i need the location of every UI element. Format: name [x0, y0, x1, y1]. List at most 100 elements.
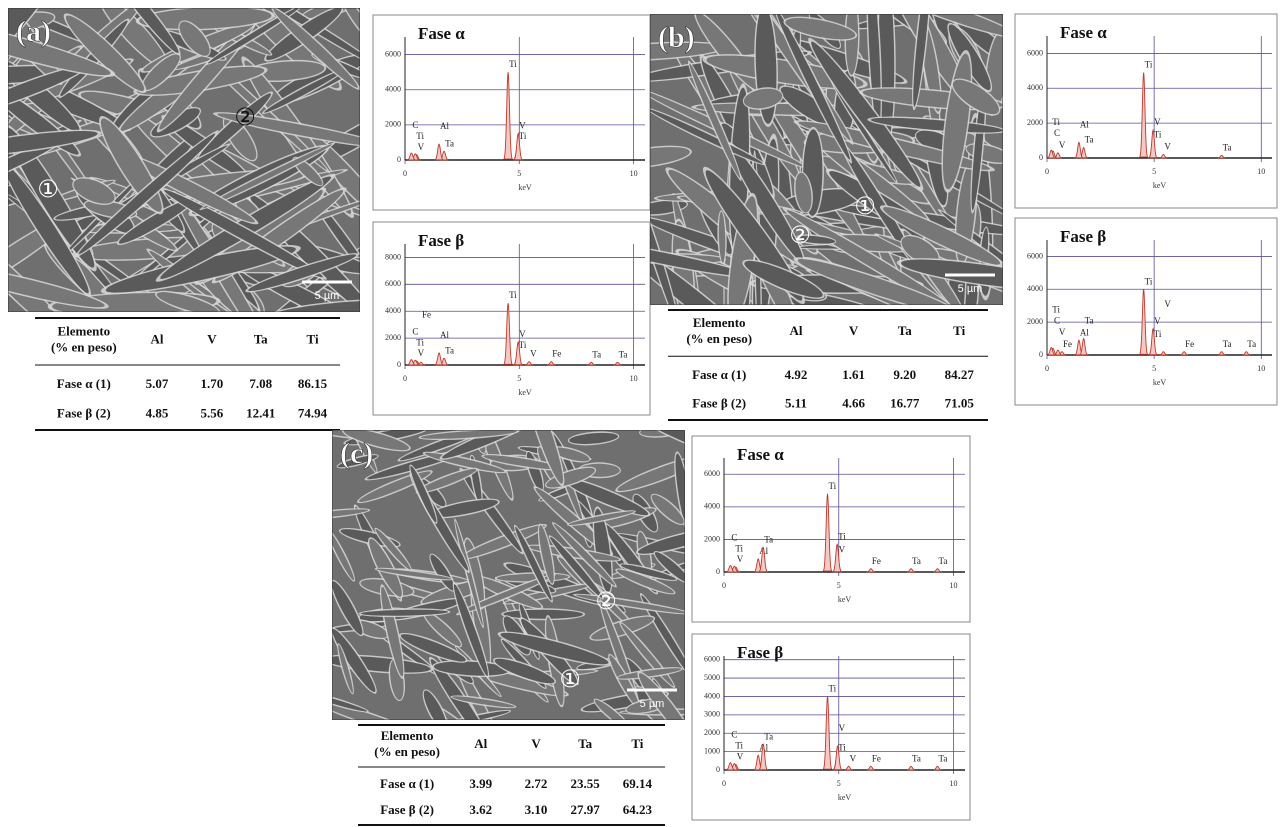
table-header: Ti — [953, 323, 965, 338]
table-cell: 1.70 — [201, 376, 224, 391]
x-tick-label: 5 — [1152, 167, 1156, 176]
table-cell: 74.94 — [298, 405, 328, 420]
spectrum-title: Fase β — [737, 643, 783, 662]
spectrum-frame — [1015, 14, 1277, 208]
peak-label: Fe — [1063, 339, 1072, 349]
x-axis-label: keV — [518, 388, 532, 397]
y-tick-label: 6000 — [704, 469, 720, 478]
spectrum-title: Fase α — [1060, 23, 1107, 42]
peak-label: Ta — [619, 349, 628, 359]
x-tick-label: 0 — [1045, 364, 1049, 373]
peak-label: Fe — [422, 309, 431, 319]
table-cell: 71.05 — [945, 396, 975, 411]
x-tick-label: 5 — [517, 374, 521, 383]
x-tick-label: 0 — [403, 169, 407, 178]
peak-label: Fe — [872, 556, 881, 566]
peak-label: Ti — [519, 131, 527, 141]
x-tick-label: 5 — [517, 169, 521, 178]
panel-label: (c) — [340, 437, 373, 470]
peak-label: Ta — [912, 753, 921, 763]
region-marker: ① — [854, 192, 876, 220]
table-cell: 1.61 — [842, 367, 865, 382]
y-tick-label: 4000 — [704, 691, 720, 700]
region-marker: ② — [595, 587, 617, 615]
y-tick-label: 2000 — [704, 534, 720, 543]
table-header: Ti — [307, 331, 319, 346]
spectrum-frame — [373, 15, 650, 210]
table-header: Al — [790, 323, 803, 338]
peak-label: V — [737, 554, 744, 564]
y-tick-label: 2000 — [385, 120, 401, 129]
peak-label: Ti — [509, 290, 517, 300]
y-tick-label: 3000 — [704, 710, 720, 719]
peak-label: C — [1054, 128, 1060, 138]
peak-label: V — [418, 142, 425, 152]
table-header: Ta — [254, 331, 268, 346]
y-tick-label: 0 — [1039, 153, 1043, 162]
peak-label: Ti — [1154, 129, 1162, 139]
x-tick-label: 0 — [722, 581, 726, 590]
peak-label: Ti — [1145, 276, 1153, 286]
y-tick-label: 2000 — [385, 333, 401, 342]
peak-label: C — [731, 533, 737, 543]
x-tick-label: 10 — [630, 374, 638, 383]
peak-label: V — [839, 544, 846, 554]
peak-label: C — [412, 327, 418, 337]
x-tick-label: 5 — [1152, 364, 1156, 373]
peak-label: Fe — [872, 753, 881, 763]
table-cell: Fase β (2) — [57, 405, 111, 420]
table-cell: Fase α (1) — [57, 376, 111, 391]
peak-label: V — [519, 329, 526, 339]
scale-label: 5 µm — [315, 290, 340, 302]
table-cell: 23.55 — [571, 776, 601, 791]
peak-label: Ta — [445, 345, 454, 355]
table-cell: 3.62 — [469, 802, 492, 817]
peak-label: Al — [440, 330, 449, 340]
x-tick-label: 10 — [1257, 167, 1265, 176]
peak-label: V — [1164, 299, 1171, 309]
peak-label: Ti — [416, 131, 424, 141]
peak-label: Ti — [1145, 60, 1153, 70]
y-tick-label: 4000 — [1027, 284, 1043, 293]
peak-label: V — [530, 349, 537, 359]
table-cell: 4.92 — [785, 367, 808, 382]
table-cell: 7.08 — [249, 376, 272, 391]
table-cell: Fase β (2) — [692, 396, 746, 411]
table-header: V — [531, 736, 541, 751]
y-tick-label: 2000 — [1027, 317, 1043, 326]
x-tick-label: 5 — [837, 779, 841, 788]
table-cell: Fase β (2) — [380, 802, 434, 817]
region-marker: ② — [234, 103, 256, 131]
peak-label: V — [418, 348, 425, 358]
x-axis-label: keV — [838, 793, 852, 802]
peak-label: Al — [1080, 327, 1089, 337]
table-cell: 4.85 — [146, 405, 169, 420]
peak-label: Ta — [592, 349, 601, 359]
x-tick-label: 5 — [837, 581, 841, 590]
x-tick-label: 10 — [950, 581, 958, 590]
spectrum-frame — [692, 436, 970, 622]
x-tick-label: 0 — [722, 779, 726, 788]
peak-label: Ti — [1154, 329, 1162, 339]
y-tick-label: 2000 — [704, 728, 720, 737]
peak-label: V — [1164, 142, 1171, 152]
table-cell: 64.23 — [623, 802, 653, 817]
y-tick-label: 5000 — [704, 673, 720, 682]
peak-label: C — [1054, 315, 1060, 325]
table-cell: 16.77 — [890, 396, 920, 411]
peak-label: V — [1059, 140, 1066, 150]
y-tick-label: 8000 — [385, 252, 401, 261]
table-cell: Fase α (1) — [692, 367, 746, 382]
peak-label: C — [731, 730, 737, 740]
x-axis-label: keV — [1153, 181, 1167, 190]
table-header: Al — [474, 736, 487, 751]
peak-label: V — [519, 121, 526, 131]
x-axis-label: keV — [838, 595, 852, 604]
y-tick-label: 4000 — [385, 85, 401, 94]
peak-label: Ta — [1223, 142, 1232, 152]
table-header: Elemento(% en peso) — [686, 315, 752, 346]
table-cell: 4.66 — [842, 396, 865, 411]
x-tick-label: 10 — [950, 779, 958, 788]
table-header: Ta — [898, 323, 912, 338]
table-cell: 27.97 — [571, 802, 601, 817]
